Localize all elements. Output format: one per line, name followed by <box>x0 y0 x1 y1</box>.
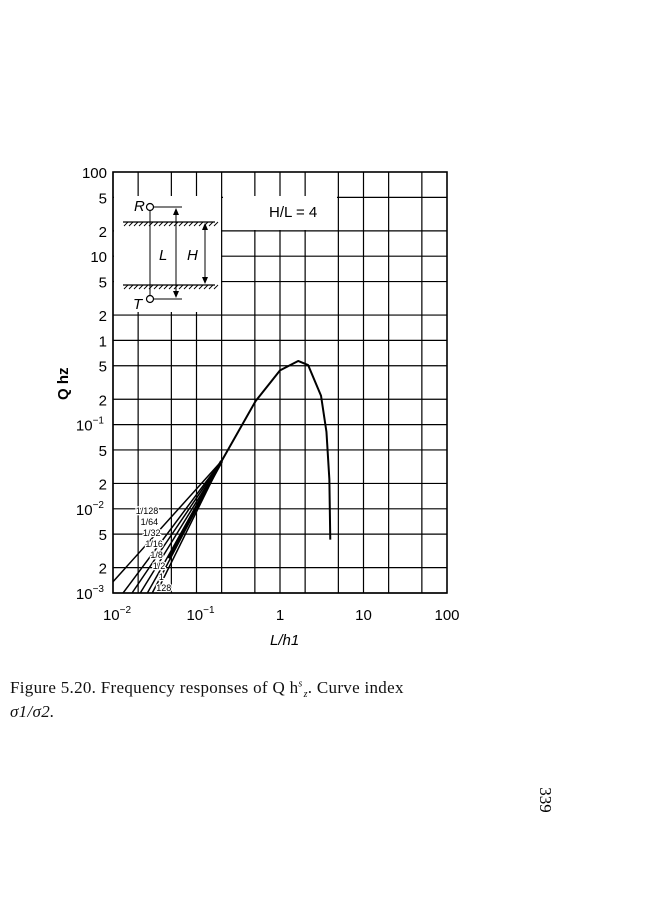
y-tick-label: 2 <box>99 476 107 493</box>
caption-text-end: . Curve index <box>307 678 404 697</box>
inset-label-h: H <box>187 247 198 264</box>
y-tick-label: 2 <box>99 308 107 325</box>
curve-label: 1/64 <box>141 517 159 527</box>
curve-label: 1/2 <box>153 561 166 571</box>
x-axis-label: L/h1 <box>270 632 299 649</box>
curve-1-128 <box>112 460 223 583</box>
y-tick-label: 2 <box>99 224 107 241</box>
inset-diagram: R T L H H/L = 4 <box>114 196 337 313</box>
transmitter-point <box>145 294 155 304</box>
page-number: 339 <box>535 787 555 813</box>
curve-label: 1/128 <box>136 506 159 516</box>
y-tick-label: 10−2 <box>76 500 105 519</box>
curve-128 <box>166 460 224 559</box>
y-tick-label: 5 <box>99 275 107 292</box>
curves <box>112 359 332 594</box>
x-tick-label: 10 <box>355 607 372 624</box>
curve-label: 1/32 <box>143 528 161 538</box>
curve-1-32 <box>131 460 223 594</box>
curve-label: 128 <box>156 583 171 593</box>
y-tick-label: 10−3 <box>76 584 105 603</box>
frequency-response-chart: 10−2 10−1 1 10 100 100 5 2 10 5 2 1 5 2 10−1 5 2 10−2 5 2 10… <box>55 165 460 649</box>
curve-1-64 <box>122 460 223 594</box>
caption-sub: z <box>303 689 308 701</box>
curve-label: 1/8 <box>150 550 163 560</box>
caption-line2: σ1/σ2. <box>10 702 55 721</box>
y-tick-label: 100 <box>82 165 107 182</box>
y-tick-label: 1 <box>99 333 107 350</box>
y-tick-label: 5 <box>99 190 107 207</box>
caption-sup: s <box>298 678 303 690</box>
x-tick-label: 10−2 <box>103 605 132 624</box>
inset-label-l: L <box>159 247 167 264</box>
caption-text: Figure 5.20. Frequency responses of Q h <box>10 678 299 697</box>
y-tick-label: 5 <box>99 527 107 544</box>
y-axis-label: Q hz <box>55 368 72 401</box>
curve-label: 1/16 <box>145 539 163 549</box>
x-tick-label: 10−1 <box>186 605 215 624</box>
inset-label-r: R <box>134 198 145 215</box>
curve-label: 1 <box>159 572 164 582</box>
x-tick-label: 100 <box>434 607 459 624</box>
y-tick-label: 2 <box>99 561 107 578</box>
y-tick-label: 5 <box>99 359 107 376</box>
y-tick-label: 5 <box>99 443 107 460</box>
y-tick-label: 10−1 <box>76 416 105 435</box>
figure-caption: Figure 5.20. Frequency responses of Q hs… <box>10 676 530 724</box>
ratio-annotation: H/L = 4 <box>269 204 317 221</box>
receiver-point <box>145 202 155 212</box>
common-response-curve <box>220 359 332 540</box>
inset-label-t: T <box>133 296 144 313</box>
x-tick-label: 1 <box>276 607 284 624</box>
y-tick-label: 10 <box>90 249 107 266</box>
y-tick-label: 2 <box>99 392 107 409</box>
plot-frame <box>112 171 448 594</box>
